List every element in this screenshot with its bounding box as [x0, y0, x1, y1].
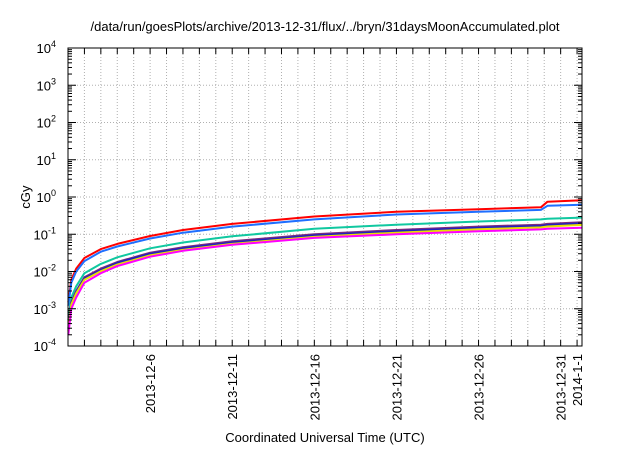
x-tick-label: 2013-12-31: [554, 354, 569, 421]
x-tick-label: 2014-1-1: [570, 354, 585, 406]
y-tick-label: 10-2: [34, 263, 56, 280]
x-tick-label: 2013-12-16: [307, 354, 322, 421]
series-line-red: [67, 199, 583, 303]
x-tick-label: 2013-12-26: [472, 354, 487, 421]
y-tick-label: 101: [37, 151, 56, 168]
y-axis-label: cGy: [18, 185, 33, 209]
y-tick-label: 10-4: [34, 337, 56, 354]
series-lines: [67, 199, 583, 335]
axis-ticks: 104 103 102 101 100 10-1 10-2 10-3 10-4 2013-12-6…: [34, 39, 586, 421]
grid: [68, 48, 582, 346]
y-tick-label: 103: [37, 76, 56, 93]
series-line-teal: [67, 216, 583, 321]
y-tick-label: 10-3: [34, 300, 56, 317]
chart-title: /data/run/goesPlots/archive/2013-12-31/f…: [91, 19, 560, 34]
y-tick-label: 102: [37, 114, 56, 131]
x-tick-label: 2013-12-11: [225, 354, 240, 420]
series-line-blue: [67, 203, 583, 306]
x-tick-label: 2013-12-21: [389, 354, 404, 421]
y-tick-label: 100: [37, 188, 56, 205]
plot-frame: [67, 47, 583, 347]
y-tick-label: 10-1: [34, 225, 56, 242]
y-tick-label: 104: [37, 39, 56, 56]
x-tick-label: 2013-12-6: [143, 354, 158, 413]
series-line-magenta: [67, 226, 583, 335]
x-axis-label: Coordinated Universal Time (UTC): [225, 430, 424, 445]
series-line-yellow: [67, 223, 583, 332]
